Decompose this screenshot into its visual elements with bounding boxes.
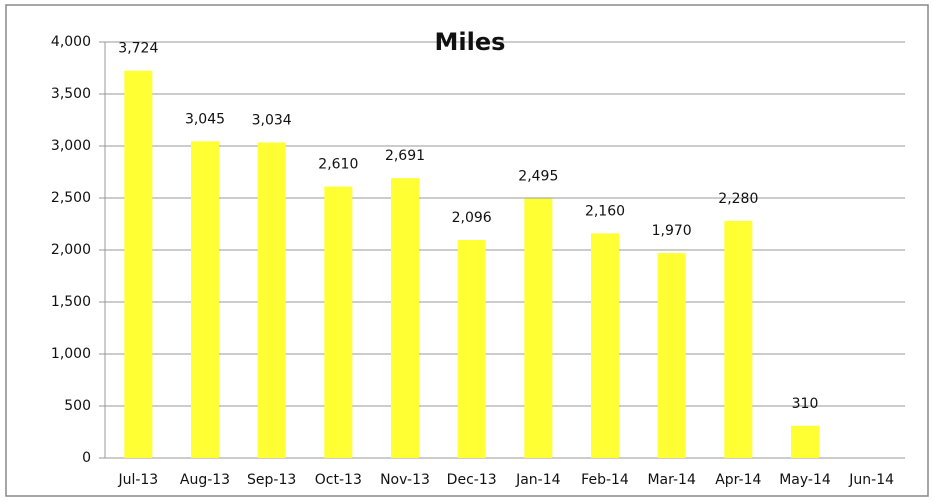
x-tick-label: Mar-14: [647, 472, 695, 488]
y-tick-label: 4,000: [51, 34, 91, 50]
bar: [524, 198, 553, 458]
x-tick-label: Aug-13: [180, 472, 230, 488]
x-tick-label: Jul-13: [117, 472, 158, 488]
data-label: 2,610: [318, 157, 358, 173]
y-tick-label: 1,000: [51, 346, 91, 362]
y-tick-label: 2,000: [51, 242, 91, 258]
bar: [591, 233, 619, 458]
data-label: 2,160: [585, 203, 625, 219]
bar: [457, 240, 486, 458]
y-tick-label: 500: [64, 398, 91, 414]
bar: [257, 142, 286, 459]
x-tick-label: Feb-14: [581, 472, 629, 488]
data-label: 2,280: [718, 191, 758, 207]
x-tick-label: Jan-14: [515, 472, 561, 488]
data-label: 310: [792, 396, 819, 412]
bar: [657, 253, 686, 458]
data-label: 3,724: [118, 41, 158, 57]
bar: [391, 178, 419, 459]
x-tick-label: Apr-14: [715, 472, 761, 488]
bar: [124, 70, 153, 458]
x-tick-label: Dec-13: [447, 472, 497, 488]
chart-title: Miles: [435, 28, 506, 56]
bar: [191, 141, 219, 458]
data-label: 3,045: [185, 111, 225, 127]
y-tick-label: 2,500: [51, 190, 91, 206]
data-label: 3,034: [252, 112, 292, 128]
y-tick-label: 0: [82, 450, 91, 466]
data-label: 2,495: [518, 169, 558, 185]
bar: [724, 220, 753, 458]
x-tick-label: Jun-14: [848, 472, 894, 488]
y-tick-label: 3,500: [51, 86, 91, 102]
y-tick-label: 3,000: [51, 138, 91, 154]
bar: [324, 186, 353, 458]
x-tick-label: Sep-13: [247, 472, 296, 488]
x-tick-label: May-14: [779, 472, 831, 488]
data-label: 1,970: [652, 223, 692, 239]
bar: [791, 425, 819, 458]
x-tick-label: Nov-13: [380, 472, 430, 488]
x-tick-label: Oct-13: [315, 472, 362, 488]
data-label: 2,096: [452, 210, 492, 226]
y-tick-label: 1,500: [51, 294, 91, 310]
data-label: 2,691: [385, 148, 425, 164]
